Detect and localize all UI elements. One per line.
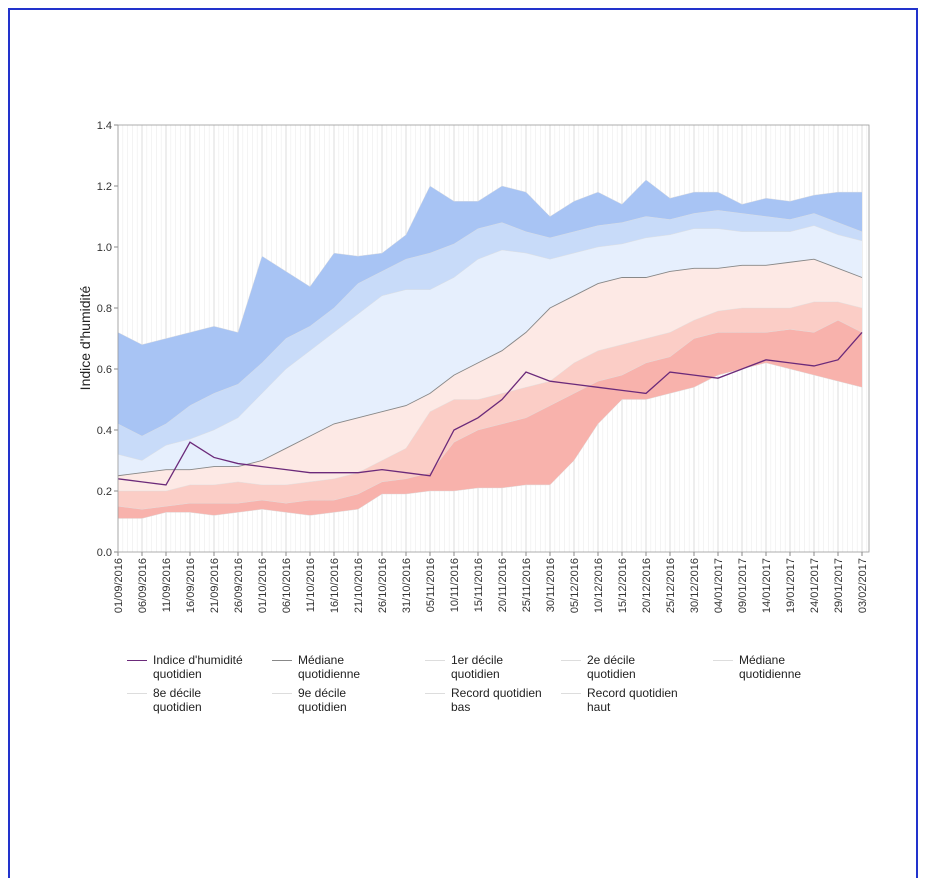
- band: [118, 179, 862, 437]
- x-tick-label: 30/11/2016: [545, 558, 557, 612]
- legend-entry: 2e décile quotidien: [561, 653, 686, 681]
- y-tick-label: 0.2: [97, 486, 112, 498]
- x-tick-label: 09/01/2017: [737, 558, 749, 613]
- series-line: [117, 210, 863, 437]
- legend-swatch: [425, 693, 445, 694]
- legend-label: 8e décile quotidien: [153, 686, 202, 714]
- legend-label: Record quotidien haut: [587, 686, 678, 714]
- legend-entry: Record quotidien haut: [561, 686, 686, 714]
- band: [118, 259, 862, 491]
- x-tick-label: 19/01/2017: [785, 558, 797, 613]
- legend-entry: Record quotidien bas: [425, 686, 550, 714]
- series-line: [117, 258, 863, 477]
- y-tick-label: 1.2: [97, 181, 112, 193]
- x-tick-label: 01/10/2016: [257, 558, 269, 613]
- legend-swatch: [713, 660, 733, 661]
- legend-label: Record quotidien bas: [451, 686, 542, 714]
- x-tick-label: 25/12/2016: [665, 558, 677, 613]
- y-tick-label: 0.4: [97, 425, 112, 437]
- x-tick-label: 03/02/2017: [857, 558, 869, 613]
- legend-label: Indice d'humidité quotidien: [153, 653, 243, 681]
- x-tick-label: 11/10/2016: [305, 558, 317, 612]
- x-tick-label: 20/11/2016: [497, 558, 509, 612]
- x-tick-label: 26/09/2016: [233, 558, 245, 613]
- y-tick-label: 0.0: [97, 547, 112, 559]
- y-tick-label: 0.8: [97, 303, 112, 315]
- window-frame: [8, 8, 918, 878]
- x-tick-label: 15/11/2016: [473, 558, 485, 612]
- plot-border: [117, 124, 870, 553]
- x-tick-label: 10/12/2016: [593, 558, 605, 613]
- x-tick-label: 01/09/2016: [113, 558, 125, 613]
- series-line: [117, 319, 863, 510]
- legend-swatch: [127, 660, 147, 661]
- x-tick-label: 06/09/2016: [137, 558, 149, 613]
- y-tick-label: 1.0: [97, 242, 112, 254]
- x-tick-label: 06/10/2016: [281, 558, 293, 613]
- x-tick-label: 21/10/2016: [353, 558, 365, 613]
- legend-label: Médiane quotidienne: [298, 653, 361, 681]
- x-tick-label: 26/10/2016: [377, 558, 389, 613]
- legend-label: 9e décile quotidien: [298, 686, 347, 714]
- legend-swatch: [425, 660, 445, 661]
- x-tick-label: 20/12/2016: [641, 558, 653, 613]
- series-line: [117, 331, 863, 486]
- legend-entry: Indice d'humidité quotidien: [127, 653, 252, 681]
- y-tick-label: 1.4: [97, 120, 112, 132]
- x-tick-label: 16/09/2016: [185, 558, 197, 613]
- legend-label: Médiane quotidienne: [739, 653, 802, 681]
- y-axis-label: Indice d'humidité: [77, 285, 93, 390]
- x-tick-label: 21/09/2016: [209, 558, 221, 613]
- legend-entry: Médiane quotidienne: [713, 653, 838, 681]
- x-tick-label: 15/12/2016: [617, 558, 629, 613]
- legend-entry: 9e décile quotidien: [272, 686, 397, 714]
- x-tick-label: 29/01/2017: [833, 558, 845, 613]
- legend-entry: Médiane quotidienne: [272, 653, 397, 681]
- legend-swatch: [272, 660, 292, 661]
- series-line: [118, 301, 863, 492]
- band: [118, 210, 862, 461]
- legend-entry: 1er décile quotidien: [425, 653, 550, 681]
- legend-swatch: [272, 693, 292, 694]
- legend-label: 2e décile quotidien: [587, 653, 636, 681]
- x-tick-label: 10/11/2016: [449, 558, 461, 612]
- x-tick-label: 31/10/2016: [401, 558, 413, 613]
- band: [118, 320, 862, 519]
- x-tick-label: 05/11/2016: [425, 558, 437, 612]
- x-tick-label: 05/12/2016: [569, 558, 581, 613]
- x-tick-label: 25/11/2016: [521, 558, 533, 612]
- x-tick-label: 16/10/2016: [329, 558, 341, 613]
- series-line: [117, 225, 863, 461]
- x-tick-label: 14/01/2017: [761, 558, 773, 613]
- x-tick-label: 04/01/2017: [713, 558, 725, 613]
- band: [118, 301, 862, 510]
- x-tick-label: 11/09/2016: [161, 558, 173, 612]
- series-line: [117, 179, 862, 345]
- legend-swatch: [561, 693, 581, 694]
- legend-swatch: [127, 693, 147, 694]
- legend-entry: 8e décile quotidien: [127, 686, 252, 714]
- x-tick-label: 30/12/2016: [689, 558, 701, 613]
- y-tick-label: 0.6: [97, 364, 112, 376]
- legend-label: 1er décile quotidien: [451, 653, 504, 681]
- legend-swatch: [561, 660, 581, 661]
- band: [118, 225, 862, 476]
- x-tick-label: 24/01/2017: [809, 558, 821, 613]
